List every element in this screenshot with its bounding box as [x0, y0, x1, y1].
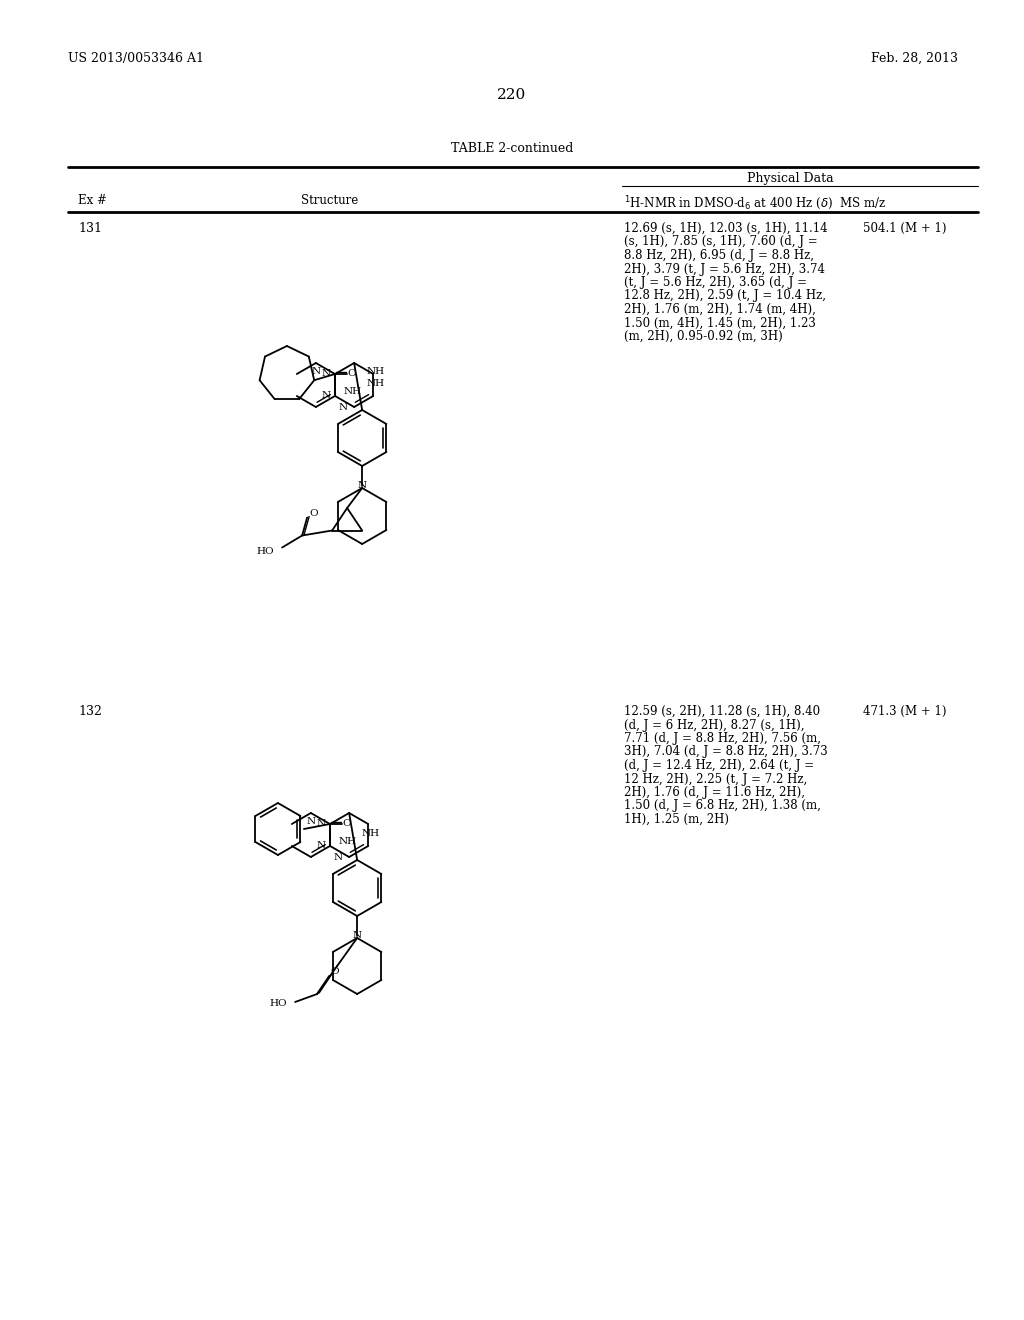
Text: 12.8 Hz, 2H), 2.59 (t, J = 10.4 Hz,: 12.8 Hz, 2H), 2.59 (t, J = 10.4 Hz, — [624, 289, 826, 302]
Text: HO: HO — [257, 546, 274, 556]
Text: N: N — [311, 367, 321, 376]
Text: 471.3 (M + 1): 471.3 (M + 1) — [863, 705, 946, 718]
Text: (s, 1H), 7.85 (s, 1H), 7.60 (d, J =: (s, 1H), 7.85 (s, 1H), 7.60 (d, J = — [624, 235, 817, 248]
Text: 1H), 1.25 (m, 2H): 1H), 1.25 (m, 2H) — [624, 813, 729, 826]
Text: N: N — [316, 820, 326, 829]
Text: NH: NH — [361, 829, 379, 837]
Text: O: O — [342, 820, 350, 829]
Text: (d, J = 6 Hz, 2H), 8.27 (s, 1H),: (d, J = 6 Hz, 2H), 8.27 (s, 1H), — [624, 718, 805, 731]
Text: N: N — [357, 482, 367, 491]
Text: NH: NH — [367, 379, 384, 388]
Text: N: N — [334, 853, 343, 862]
Text: 131: 131 — [78, 222, 102, 235]
Text: N: N — [306, 817, 315, 826]
Text: 12.69 (s, 1H), 12.03 (s, 1H), 11.14: 12.69 (s, 1H), 12.03 (s, 1H), 11.14 — [624, 222, 827, 235]
Text: N: N — [322, 370, 331, 379]
Text: Structure: Structure — [301, 194, 358, 207]
Text: N: N — [352, 932, 361, 940]
Text: N: N — [316, 842, 326, 850]
Text: 3H), 7.04 (d, J = 8.8 Hz, 2H), 3.73: 3H), 7.04 (d, J = 8.8 Hz, 2H), 3.73 — [624, 746, 827, 759]
Text: 1.50 (m, 4H), 1.45 (m, 2H), 1.23: 1.50 (m, 4H), 1.45 (m, 2H), 1.23 — [624, 317, 816, 330]
Text: 132: 132 — [78, 705, 101, 718]
Text: NH: NH — [343, 388, 361, 396]
Text: 2H), 3.79 (t, J = 5.6 Hz, 2H), 3.74: 2H), 3.79 (t, J = 5.6 Hz, 2H), 3.74 — [624, 263, 825, 276]
Text: $^1$H-NMR in DMSO-d$_6$ at 400 Hz ($\delta$)  MS m/z: $^1$H-NMR in DMSO-d$_6$ at 400 Hz ($\del… — [624, 194, 886, 211]
Text: 12.59 (s, 2H), 11.28 (s, 1H), 8.40: 12.59 (s, 2H), 11.28 (s, 1H), 8.40 — [624, 705, 820, 718]
Text: HO: HO — [269, 999, 287, 1008]
Text: Ex #: Ex # — [78, 194, 106, 207]
Text: US 2013/0053346 A1: US 2013/0053346 A1 — [68, 51, 204, 65]
Text: Feb. 28, 2013: Feb. 28, 2013 — [871, 51, 958, 65]
Text: (d, J = 12.4 Hz, 2H), 2.64 (t, J =: (d, J = 12.4 Hz, 2H), 2.64 (t, J = — [624, 759, 814, 772]
Text: Physical Data: Physical Data — [746, 172, 834, 185]
Text: O: O — [347, 370, 355, 379]
Text: O: O — [310, 510, 318, 517]
Text: N: N — [322, 392, 331, 400]
Text: 220: 220 — [498, 88, 526, 102]
Text: 504.1 (M + 1): 504.1 (M + 1) — [863, 222, 946, 235]
Text: 2H), 1.76 (m, 2H), 1.74 (m, 4H),: 2H), 1.76 (m, 2H), 1.74 (m, 4H), — [624, 304, 816, 315]
Text: N: N — [339, 403, 348, 412]
Text: TABLE 2-continued: TABLE 2-continued — [451, 143, 573, 154]
Text: (m, 2H), 0.95-0.92 (m, 3H): (m, 2H), 0.95-0.92 (m, 3H) — [624, 330, 782, 343]
Text: NH: NH — [367, 367, 384, 375]
Text: 8.8 Hz, 2H), 6.95 (d, J = 8.8 Hz,: 8.8 Hz, 2H), 6.95 (d, J = 8.8 Hz, — [624, 249, 814, 261]
Text: 1.50 (d, J = 6.8 Hz, 2H), 1.38 (m,: 1.50 (d, J = 6.8 Hz, 2H), 1.38 (m, — [624, 800, 821, 813]
Text: (t, J = 5.6 Hz, 2H), 3.65 (d, J =: (t, J = 5.6 Hz, 2H), 3.65 (d, J = — [624, 276, 807, 289]
Text: O: O — [331, 968, 339, 977]
Text: 2H), 1.76 (d, J = 11.6 Hz, 2H),: 2H), 1.76 (d, J = 11.6 Hz, 2H), — [624, 785, 805, 799]
Text: 12 Hz, 2H), 2.25 (t, J = 7.2 Hz,: 12 Hz, 2H), 2.25 (t, J = 7.2 Hz, — [624, 772, 807, 785]
Text: 7.71 (d, J = 8.8 Hz, 2H), 7.56 (m,: 7.71 (d, J = 8.8 Hz, 2H), 7.56 (m, — [624, 733, 821, 744]
Text: NH: NH — [338, 837, 356, 846]
